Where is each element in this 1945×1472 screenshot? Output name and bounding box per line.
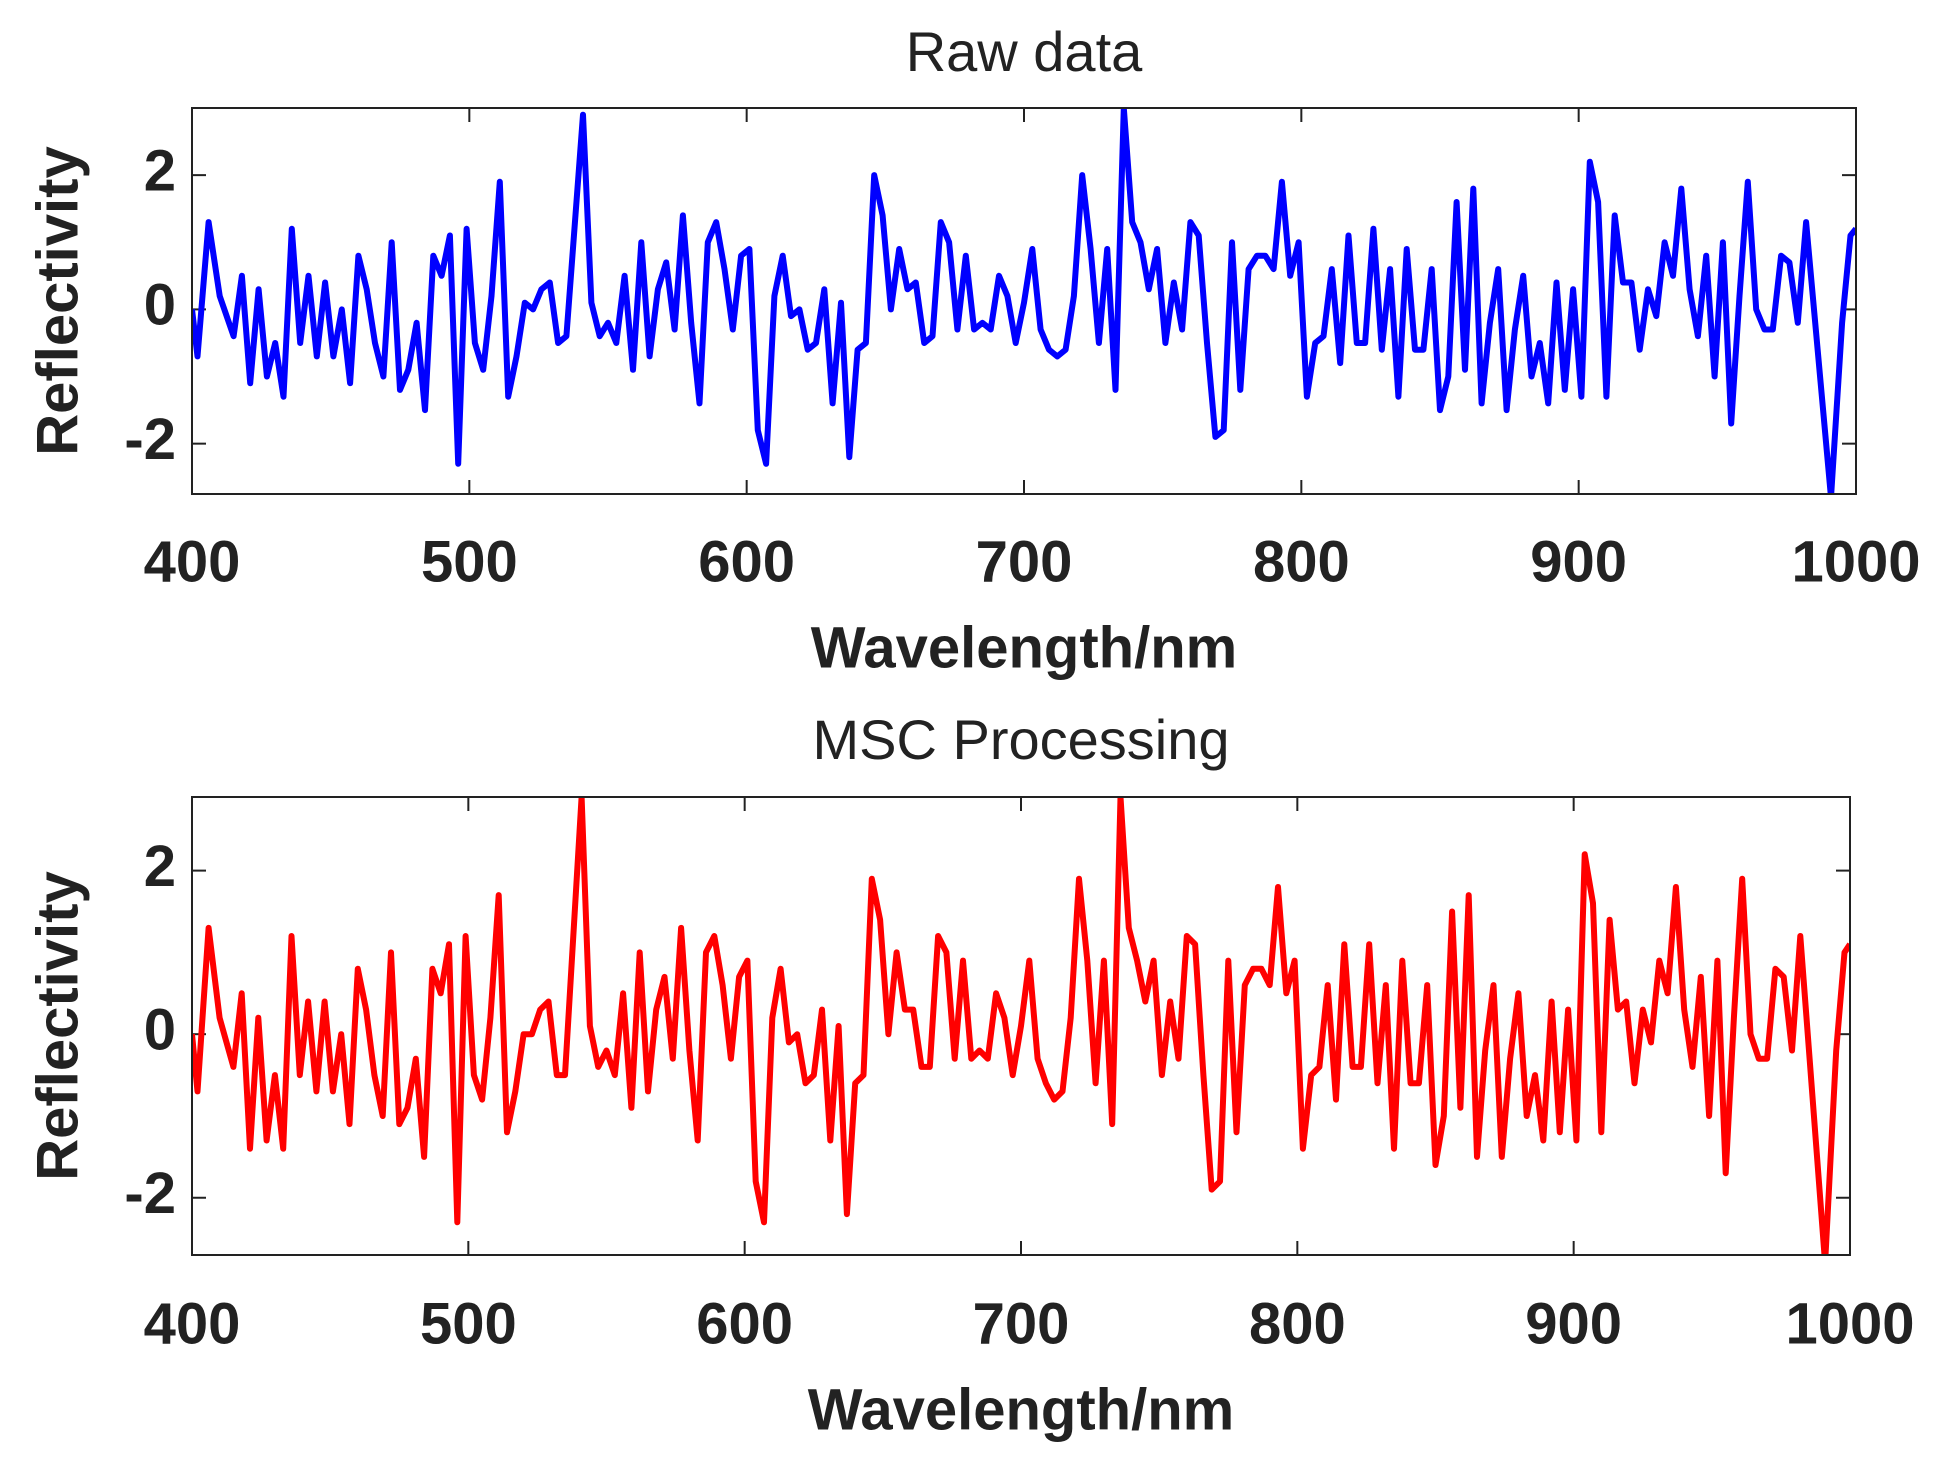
y-tick-label: 2 (144, 138, 176, 203)
x-axis-label: Wavelength/nm (808, 1377, 1234, 1442)
x-tick-label: 1000 (1785, 1291, 1914, 1356)
y-tick-label: 0 (144, 273, 176, 338)
x-tick-label: 1000 (1791, 529, 1920, 594)
data-line (192, 797, 1850, 1255)
x-tick-label: 400 (144, 529, 241, 594)
y-tick-label: 2 (144, 834, 176, 899)
y-tick-label: -2 (124, 407, 176, 472)
y-tick-label: 0 (144, 998, 176, 1063)
x-tick-label: 900 (1530, 529, 1627, 594)
plot: MSC Processing Wavelength/nm Reflectivity 4… (25, 708, 1914, 1443)
x-tick-label: 800 (1253, 529, 1350, 594)
x-tick-label: 900 (1525, 1291, 1622, 1356)
plot: Raw data Wavelength/nm Reflectivity 400 500 6… (25, 20, 1920, 681)
x-tick-label: 400 (144, 1291, 241, 1356)
axes-box (191, 107, 1857, 495)
x-tick-label: 500 (421, 529, 518, 594)
x-tick-label: 700 (976, 529, 1073, 594)
x-tick-label: 600 (698, 529, 795, 594)
chart-title: MSC Processing (812, 708, 1229, 771)
y-tick-label: -2 (124, 1161, 176, 1226)
x-tick-label: 500 (420, 1291, 517, 1356)
x-axis-label: Wavelength/nm (811, 615, 1237, 680)
x-tick-label: 700 (973, 1291, 1070, 1356)
y-axis-label: Reflectivity (25, 871, 90, 1180)
x-tick-label: 600 (696, 1291, 793, 1356)
y-axis-label: Reflectivity (25, 146, 90, 455)
chart-title: Raw data (906, 20, 1143, 83)
x-tick-label: 800 (1249, 1291, 1346, 1356)
data-line (192, 108, 1856, 494)
axes-box (191, 796, 1851, 1256)
